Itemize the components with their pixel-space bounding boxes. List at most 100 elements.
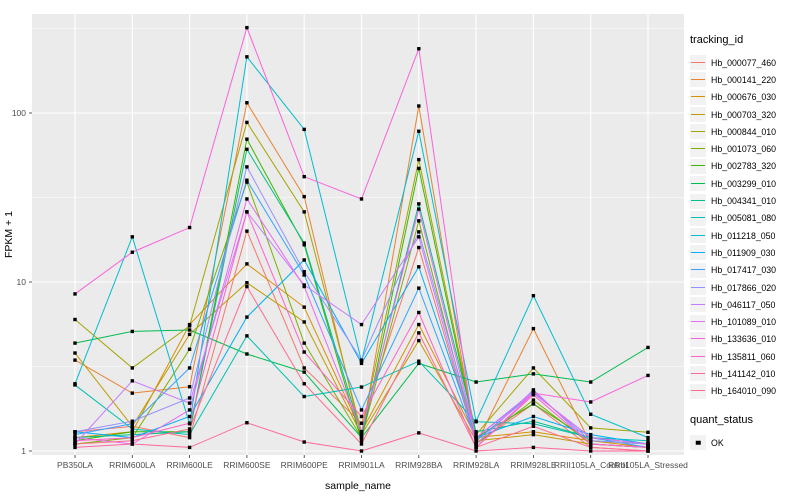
legend-item-label: Hb_000141_220 bbox=[711, 74, 777, 85]
data-point bbox=[130, 432, 134, 437]
data-point bbox=[245, 137, 249, 141]
legend-item: Hb_011909_030 bbox=[690, 244, 798, 261]
data-point bbox=[245, 197, 249, 201]
legend-item: Hb_002783_320 bbox=[690, 158, 798, 175]
data-point bbox=[187, 347, 192, 351]
x-tick-label: RRIM600SE bbox=[223, 460, 271, 470]
data-point bbox=[359, 197, 364, 201]
data-point bbox=[589, 432, 593, 437]
data-point bbox=[359, 430, 364, 434]
data-point bbox=[187, 445, 192, 450]
data-point bbox=[474, 445, 478, 450]
legend-key bbox=[690, 193, 706, 209]
data-point bbox=[646, 435, 650, 440]
data-point bbox=[302, 241, 306, 245]
legend-line-swatch bbox=[691, 61, 705, 63]
data-point bbox=[245, 421, 249, 425]
y-tick-label: 1 bbox=[21, 446, 26, 456]
data-point bbox=[417, 331, 421, 335]
data-point bbox=[417, 230, 421, 234]
data-point bbox=[359, 361, 364, 366]
data-point bbox=[245, 281, 249, 285]
data-point bbox=[245, 315, 249, 319]
legend-line-swatch bbox=[691, 390, 705, 392]
plot-panel bbox=[32, 14, 684, 455]
data-point bbox=[73, 341, 77, 345]
data-point bbox=[302, 366, 306, 370]
data-point bbox=[417, 286, 421, 290]
data-point bbox=[73, 292, 77, 296]
data-point bbox=[417, 47, 421, 51]
data-point bbox=[302, 382, 306, 386]
data-point bbox=[302, 284, 306, 289]
data-point bbox=[417, 207, 421, 211]
legend-key bbox=[690, 210, 706, 226]
data-point bbox=[130, 430, 134, 434]
legend-key bbox=[690, 89, 706, 105]
data-point bbox=[474, 439, 478, 443]
legend-item-label: Hb_141142_010 bbox=[711, 368, 776, 379]
data-point bbox=[302, 194, 306, 199]
data-point bbox=[359, 439, 364, 443]
data-point bbox=[417, 265, 421, 269]
data-point bbox=[130, 435, 134, 440]
legend-item-label: Hb_000676_030 bbox=[711, 92, 777, 103]
legend-key bbox=[690, 383, 706, 399]
legend-item-label: Hb_002783_320 bbox=[711, 161, 777, 172]
x-tick-label: RRII105LA_Stressed bbox=[608, 460, 688, 470]
data-point bbox=[417, 104, 421, 108]
data-point bbox=[417, 157, 421, 162]
legend-item-label: Hb_017417_030 bbox=[711, 265, 777, 276]
data-point bbox=[130, 329, 134, 334]
data-point bbox=[474, 380, 478, 384]
legend-key bbox=[690, 280, 706, 295]
data-point bbox=[417, 245, 421, 250]
legend-line-swatch bbox=[691, 234, 705, 236]
legend-item-label: Hb_101089_010 bbox=[711, 317, 777, 328]
data-point bbox=[130, 439, 134, 443]
legend-item-label: Hb_133636_010 bbox=[711, 334, 777, 345]
legend-item: Hb_017417_030 bbox=[690, 262, 798, 279]
legend-item-label: Hb_003299_010 bbox=[711, 178, 777, 189]
legend-line-swatch bbox=[691, 372, 705, 374]
legend-line-swatch bbox=[691, 78, 705, 80]
legend-item-label: Hb_000703_320 bbox=[711, 109, 777, 120]
legend-item: Hb_000844_010 bbox=[690, 123, 798, 140]
data-point bbox=[187, 332, 192, 337]
data-point bbox=[302, 127, 306, 132]
data-point bbox=[359, 421, 364, 425]
legend-item: Hb_000703_320 bbox=[690, 106, 798, 123]
data-point bbox=[130, 391, 134, 395]
legend-line-swatch bbox=[691, 130, 705, 132]
data-point bbox=[245, 334, 249, 338]
y-tick-label: 100 bbox=[12, 108, 26, 118]
data-point bbox=[531, 430, 536, 434]
data-point bbox=[531, 422, 536, 426]
data-point bbox=[646, 449, 650, 453]
data-point bbox=[359, 408, 364, 412]
data-point bbox=[589, 435, 593, 440]
data-point bbox=[646, 445, 650, 450]
data-point bbox=[359, 442, 364, 446]
data-point bbox=[187, 225, 192, 230]
data-point bbox=[359, 435, 364, 440]
data-point bbox=[474, 419, 478, 423]
data-point bbox=[187, 408, 192, 412]
data-point bbox=[187, 328, 192, 332]
legend-item-label: Hb_011218_050 bbox=[711, 230, 776, 241]
data-point bbox=[474, 435, 478, 440]
data-point bbox=[474, 442, 478, 446]
x-tick-label: RRIM928LE bbox=[510, 460, 557, 470]
data-point bbox=[130, 442, 134, 446]
data-point bbox=[359, 414, 364, 419]
data-point bbox=[130, 235, 134, 239]
legend-key bbox=[690, 314, 706, 330]
data-point bbox=[417, 235, 421, 239]
data-point bbox=[589, 380, 593, 384]
legend-line-swatch bbox=[691, 200, 705, 202]
legend-key bbox=[690, 176, 706, 192]
shape-legend-items: OK bbox=[690, 434, 798, 451]
data-point bbox=[245, 229, 249, 233]
y-tick-label: 10 bbox=[17, 277, 27, 287]
